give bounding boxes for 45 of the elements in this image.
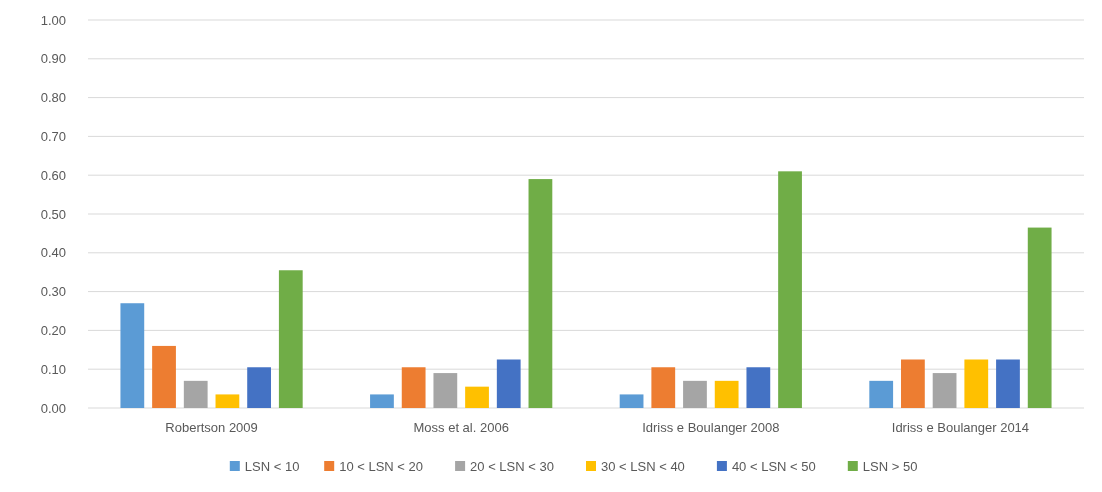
bar — [901, 359, 925, 408]
bar — [370, 394, 394, 408]
bar — [152, 345, 176, 408]
bar — [528, 179, 553, 408]
bar — [996, 359, 1020, 408]
bar — [651, 367, 676, 408]
bar — [932, 373, 957, 408]
x-tick-label: Moss et al. 2006 — [413, 420, 509, 435]
legend-label: LSN > 50 — [862, 458, 918, 474]
bar — [401, 367, 426, 408]
x-tick-label: Robertson 2009 — [165, 420, 258, 435]
bar — [247, 367, 271, 408]
bar — [278, 270, 303, 408]
legend-label: 40 < LSN < 50 — [731, 458, 816, 474]
y-tick-label: 0.40 — [40, 245, 66, 261]
y-tick-label: 0.70 — [40, 128, 66, 144]
bar — [778, 171, 802, 408]
x-tick-label: Idriss e Boulanger 2008 — [642, 420, 780, 435]
bar — [120, 303, 145, 408]
bar — [433, 373, 458, 408]
bar — [683, 380, 707, 408]
y-tick-label: 0.60 — [40, 167, 66, 183]
bar — [619, 394, 644, 408]
y-tick-label: 1.00 — [40, 12, 66, 28]
bar — [465, 386, 489, 408]
bar — [215, 394, 240, 408]
bar — [869, 380, 894, 408]
legend-label: 10 < LSN < 20 — [339, 458, 424, 474]
bar — [1027, 227, 1052, 408]
bar — [746, 367, 771, 408]
bar — [496, 359, 521, 408]
y-tick-label: 0.30 — [40, 284, 66, 300]
bar — [714, 380, 739, 408]
y-tick-label: 0.20 — [40, 322, 66, 338]
legend-label: 20 < LSN < 30 — [470, 458, 554, 474]
bar — [183, 380, 208, 408]
legend-label: LSN < 10 — [244, 458, 300, 474]
y-tick-label: 0.80 — [40, 90, 66, 106]
bar — [964, 359, 989, 408]
y-tick-label: 0.00 — [40, 400, 66, 416]
y-tick-label: 0.10 — [40, 361, 66, 377]
y-tick-label: 0.50 — [40, 206, 66, 222]
y-tick-label: 0.90 — [40, 51, 66, 67]
legend-label: 30 < LSN < 40 — [601, 458, 685, 474]
x-tick-label: Idriss e Boulanger 2014 — [891, 420, 1030, 435]
